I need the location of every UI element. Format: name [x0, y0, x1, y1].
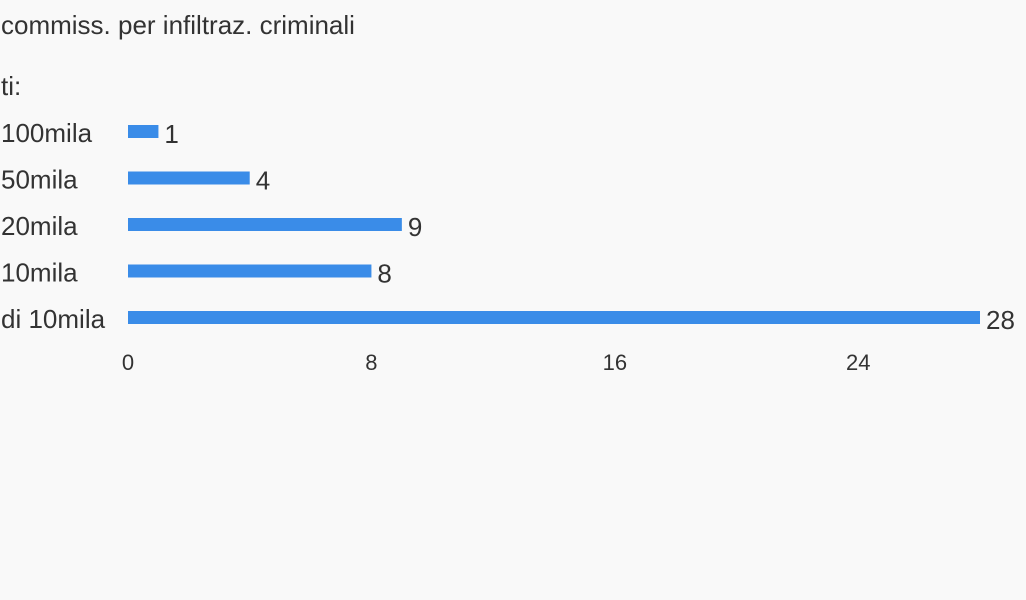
x-tick-label: 0	[122, 350, 134, 375]
bar	[128, 125, 159, 138]
x-tick-label: 24	[846, 350, 870, 375]
category-label: di 10mila	[1, 304, 106, 334]
value-label: 8	[377, 259, 391, 289]
chart-subtitle: ti:	[1, 71, 22, 101]
category-label: 50mila	[1, 165, 78, 195]
value-label: 28	[986, 305, 1015, 335]
chart-title: commiss. per infiltraz. criminali	[1, 10, 355, 40]
bar	[128, 311, 980, 324]
category-label: 10mila	[1, 258, 78, 288]
x-tick-label: 16	[603, 350, 627, 375]
x-tick-label: 8	[365, 350, 377, 375]
bar	[128, 218, 402, 231]
value-label: 1	[164, 119, 178, 149]
bar	[128, 171, 250, 185]
category-label: 100mila	[1, 118, 93, 148]
value-label: 9	[408, 212, 422, 242]
value-label: 4	[256, 166, 270, 196]
category-label: 20mila	[1, 211, 78, 241]
bar	[128, 264, 372, 278]
